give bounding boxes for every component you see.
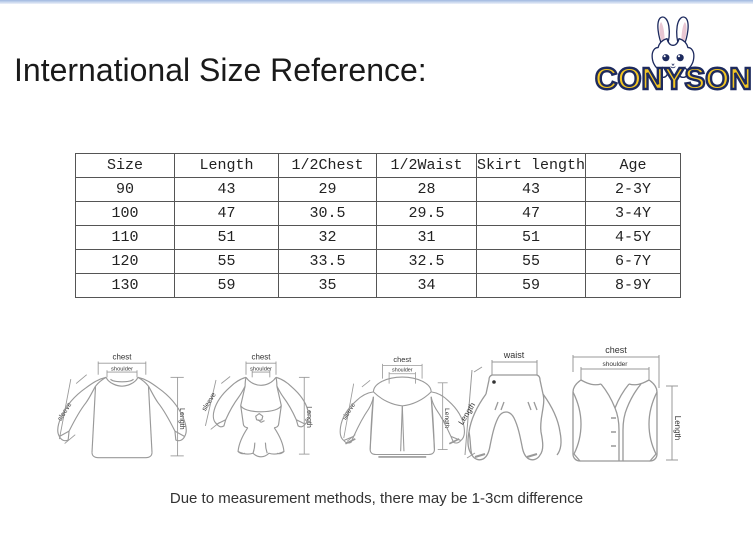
svg-text:chest: chest: [252, 353, 272, 362]
svg-text:shoulder: shoulder: [392, 367, 413, 373]
svg-text:Length: Length: [673, 416, 682, 440]
svg-text:shoulder: shoulder: [603, 361, 629, 368]
svg-text:chest: chest: [113, 353, 133, 362]
svg-text:sleeve: sleeve: [341, 401, 357, 421]
svg-text:waist: waist: [503, 350, 525, 360]
svg-text:chest: chest: [605, 345, 627, 355]
svg-text:sleeve: sleeve: [57, 401, 74, 422]
svg-text:shoulder: shoulder: [111, 366, 133, 372]
svg-text:chest: chest: [393, 355, 411, 364]
svg-text:shoulder: shoulder: [250, 366, 272, 372]
